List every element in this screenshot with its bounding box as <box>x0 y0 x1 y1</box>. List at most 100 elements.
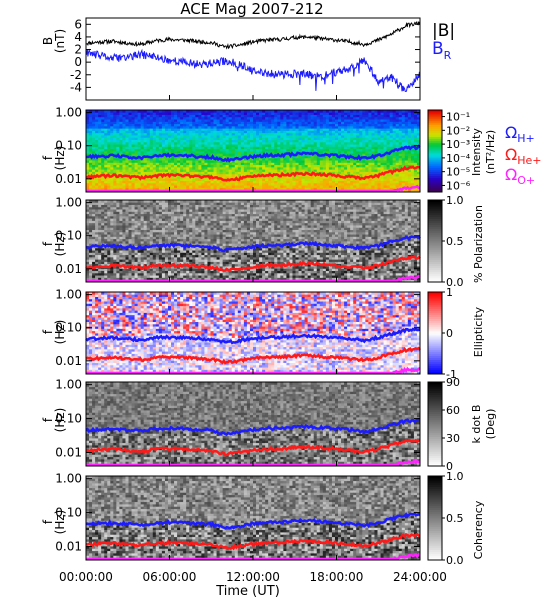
spectrogram-cell <box>298 135 302 138</box>
spectrogram-cell <box>143 229 148 233</box>
spectrogram-cell <box>407 110 412 113</box>
spectrogram-cell <box>386 112 391 115</box>
spectrogram-cell <box>219 119 224 122</box>
spectrogram-cell <box>413 173 418 177</box>
spectrogram-cell <box>395 128 400 131</box>
spectrogram-cell <box>395 164 400 168</box>
spectrogram-cell <box>328 141 333 145</box>
spectrogram-cell <box>104 169 108 172</box>
spectrogram-cell <box>289 116 293 120</box>
spectrogram-cell <box>171 112 175 115</box>
spectrogram-cell <box>207 137 211 141</box>
spectrogram-cell <box>95 213 99 217</box>
spectrogram-cell <box>383 110 387 113</box>
spectrogram-cell <box>119 229 123 233</box>
spectrogram-cell <box>389 164 394 168</box>
spectrogram-cell <box>116 218 120 221</box>
spectrogram-cell <box>104 227 108 231</box>
spectrogram-cell <box>325 146 330 150</box>
spectrogram-cell <box>183 164 187 168</box>
spectrogram-cell <box>383 162 387 166</box>
spectrogram-cell <box>183 125 187 129</box>
spectrogram-cell <box>371 121 375 125</box>
spectrogram-cell <box>174 180 178 184</box>
spectrogram-cell <box>134 252 139 256</box>
spectrogram-cell <box>110 141 114 145</box>
spectrogram-cell <box>331 112 336 115</box>
spectrogram-cell <box>334 116 339 120</box>
spectrogram-cell <box>137 114 142 118</box>
spectrogram-cell <box>201 141 205 145</box>
spectrogram-cell <box>101 135 105 138</box>
spectrogram-cell <box>256 160 260 163</box>
spectrogram-cell <box>274 130 278 134</box>
spectrogram-cell <box>219 121 224 125</box>
spectrogram-cell <box>155 153 160 156</box>
spectrogram-cell <box>158 209 163 212</box>
colorbar-cell <box>428 185 442 189</box>
spectrogram-cell <box>322 157 327 161</box>
spectrogram-cell <box>158 166 163 170</box>
spectrogram-cell <box>243 157 248 161</box>
spectrogram-cell <box>228 130 233 134</box>
spectrogram-cell <box>149 137 154 141</box>
spectrogram-cell <box>122 222 126 226</box>
spectrogram-cell <box>186 146 190 150</box>
spectrogram-cell <box>316 185 321 188</box>
spectrogram-cell <box>158 241 163 244</box>
spectrogram-cell <box>210 144 214 147</box>
spectrogram-cell <box>92 202 96 205</box>
spectrogram-cell <box>289 130 293 134</box>
spectrogram-cell <box>158 132 163 136</box>
spectrogram-cell <box>110 241 114 244</box>
spectrogram-cell <box>164 110 169 113</box>
spectrogram-cell <box>110 162 114 166</box>
spectrogram-cell <box>207 123 211 127</box>
spectrogram-cell <box>143 180 148 184</box>
spectrogram-cell <box>374 121 378 125</box>
spectrogram-cell <box>92 141 96 145</box>
spectrogram-cell <box>101 160 105 163</box>
spectrogram-cell <box>222 185 227 188</box>
spectrogram-cell <box>307 128 312 131</box>
spectrogram-cell <box>158 157 163 161</box>
spectrogram-cell <box>413 141 418 145</box>
spectrogram-cell <box>304 148 309 152</box>
spectrogram-cell <box>277 187 281 191</box>
spectrogram-cell <box>265 112 269 115</box>
spectrogram-cell <box>152 213 157 217</box>
spectrogram-cell <box>86 211 90 215</box>
spectrogram-cell <box>289 139 293 143</box>
spectrogram-cell <box>89 182 93 186</box>
spectrogram-cell <box>237 180 242 184</box>
spectrogram-cell <box>116 231 120 235</box>
spectrogram-cell <box>119 185 123 188</box>
intensity-plot-area: 1.000.100.01 <box>55 106 421 193</box>
spectrogram-cell <box>201 114 205 118</box>
spectrogram-cell <box>89 151 93 154</box>
spectrogram-cell <box>368 135 372 138</box>
spectrogram-cell <box>338 144 342 147</box>
spectrogram-cell <box>149 252 154 256</box>
spectrogram-cell <box>292 164 296 168</box>
spectrogram-cell <box>268 160 272 163</box>
spectrogram-cell <box>143 178 148 182</box>
spectrogram-cell <box>237 123 242 127</box>
spectrogram-cell <box>268 151 272 154</box>
spectrogram-cell <box>201 130 205 134</box>
spectrogram-cell <box>292 157 296 161</box>
spectrogram-cell <box>189 171 193 175</box>
spectrogram-cell <box>110 256 114 260</box>
spectrogram-cell <box>116 268 120 272</box>
spectrogram-cell <box>338 110 342 113</box>
spectrogram-cell <box>167 123 172 127</box>
spectrogram-cell <box>249 135 254 138</box>
spectrogram-cell <box>128 157 132 161</box>
spectrogram-cell <box>347 114 351 118</box>
spectrogram-cell <box>110 272 114 276</box>
spectrogram-cell <box>174 182 178 186</box>
spectrogram-cell <box>249 110 254 113</box>
spectrogram-cell <box>410 135 415 138</box>
spectrogram-cell <box>280 119 284 122</box>
spectrogram-cell <box>152 256 157 260</box>
